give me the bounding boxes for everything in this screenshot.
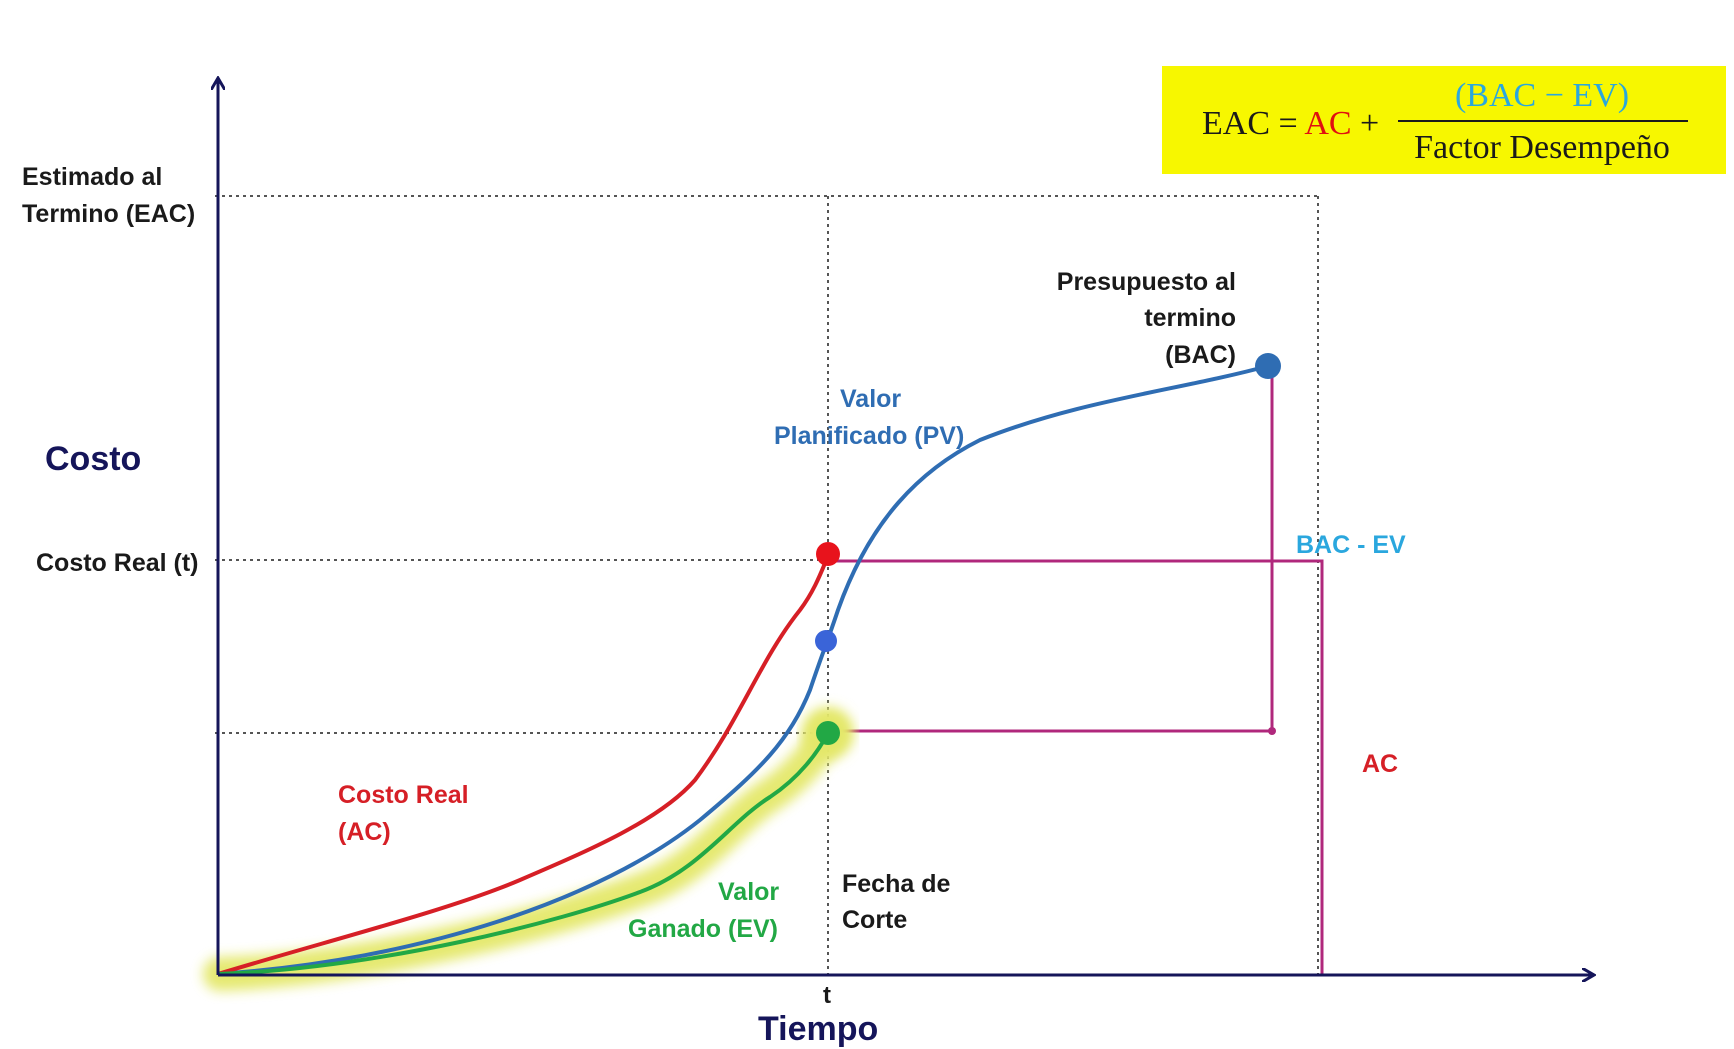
- x-tick-t: t: [823, 982, 831, 1009]
- bac-label-3: (BAC): [1165, 341, 1236, 369]
- bac-ev-label: BAC - EV: [1296, 531, 1406, 559]
- ev-point: [816, 721, 840, 745]
- bac-label-2: termino: [1144, 304, 1236, 332]
- cutoff-label-1: Fecha de: [842, 870, 950, 898]
- pv-label-2: Planificado (PV): [774, 422, 964, 450]
- ac-level-label: Costo Real (t): [36, 549, 199, 577]
- bac-ev-bracket: [830, 366, 1274, 733]
- formula-ac: AC: [1304, 105, 1351, 142]
- pv-point: [815, 630, 837, 652]
- eac-formula: EAC = AC + (BAC − EV) Factor Desempeño: [1162, 66, 1726, 174]
- eac-level-label-1: Estimado al: [22, 163, 162, 191]
- pv-curve: [217, 364, 1269, 976]
- ac-bracket-label: AC: [1362, 750, 1398, 778]
- brackets: [830, 366, 1324, 975]
- pv-label-1: Valor: [840, 385, 901, 413]
- y-axis-title: Costo: [45, 440, 141, 478]
- reference-lines: [215, 195, 1319, 975]
- ev-label-2: Ganado (EV): [628, 915, 778, 943]
- formula-numerator: (BAC − EV): [1455, 77, 1629, 114]
- ev-label-1: Valor: [718, 878, 779, 906]
- bac-label-1: Presupuesto al: [1057, 268, 1236, 296]
- cutoff-label-2: Corte: [842, 906, 907, 934]
- ac-bracket: [830, 559, 1324, 975]
- bac-point: [1255, 353, 1281, 379]
- eac-level-label-2: Termino (EAC): [22, 200, 195, 228]
- bac-ev-bracket-end: [1268, 727, 1276, 735]
- ac-point: [816, 542, 840, 566]
- ev-curve: [217, 732, 830, 976]
- ac-curve: [217, 555, 830, 976]
- formula-denominator: Factor Desempeño: [1414, 129, 1670, 166]
- formula-lhs: EAC = AC +: [1202, 105, 1388, 142]
- ac-curve-label-2: (AC): [338, 818, 391, 846]
- x-axis-title: Tiempo: [758, 1010, 878, 1048]
- ac-curve-label-1: Costo Real: [338, 781, 469, 809]
